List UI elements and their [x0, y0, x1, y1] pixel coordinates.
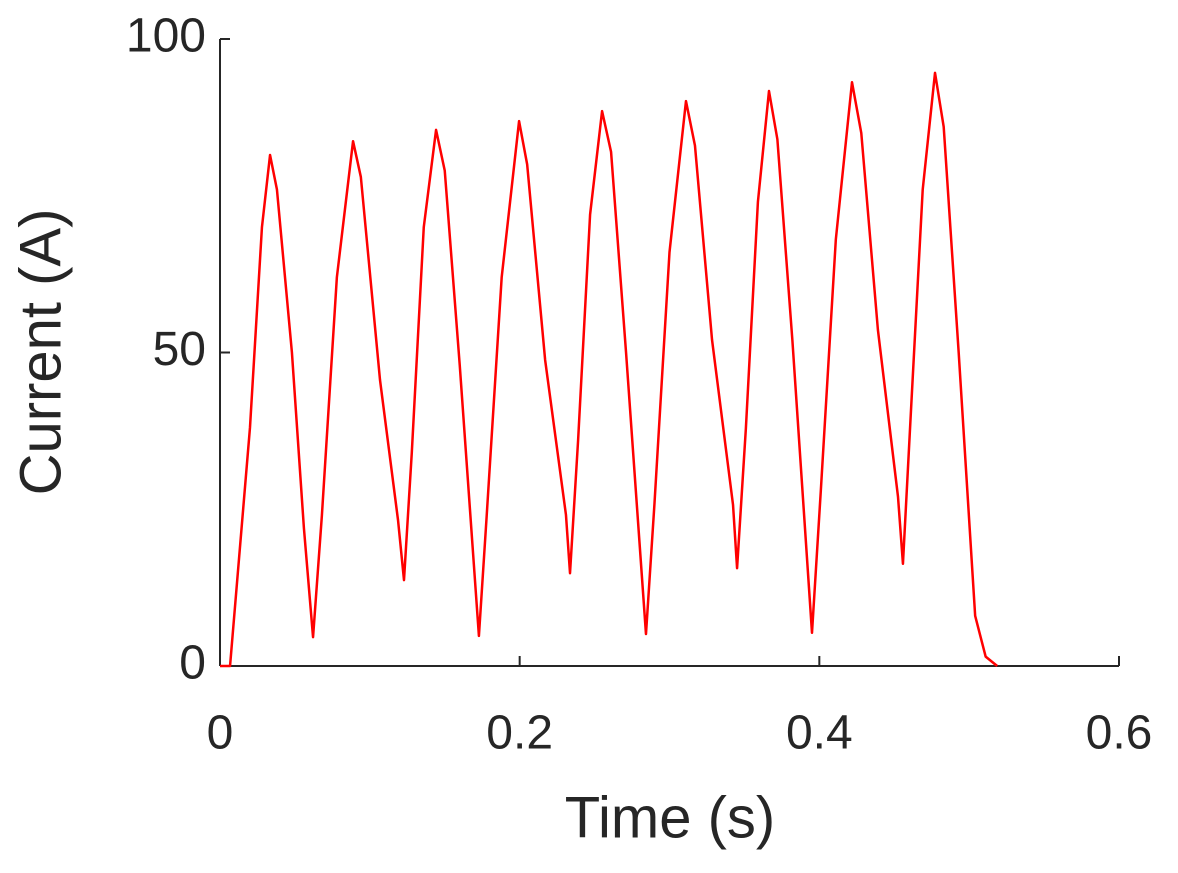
y-tick-label: 50	[153, 323, 206, 376]
x-tick-label: 0.4	[786, 707, 853, 760]
x-tick-label: 0	[207, 707, 234, 760]
x-tick-label: 0.6	[1086, 707, 1153, 760]
y-tick-label: 0	[179, 637, 206, 690]
y-axis-label: Current (A)	[8, 209, 73, 496]
x-tick-label: 0.2	[486, 707, 553, 760]
x-axis-label: Time (s)	[565, 785, 775, 850]
line	[220, 71, 998, 668]
y-tick-label: 100	[126, 10, 206, 63]
